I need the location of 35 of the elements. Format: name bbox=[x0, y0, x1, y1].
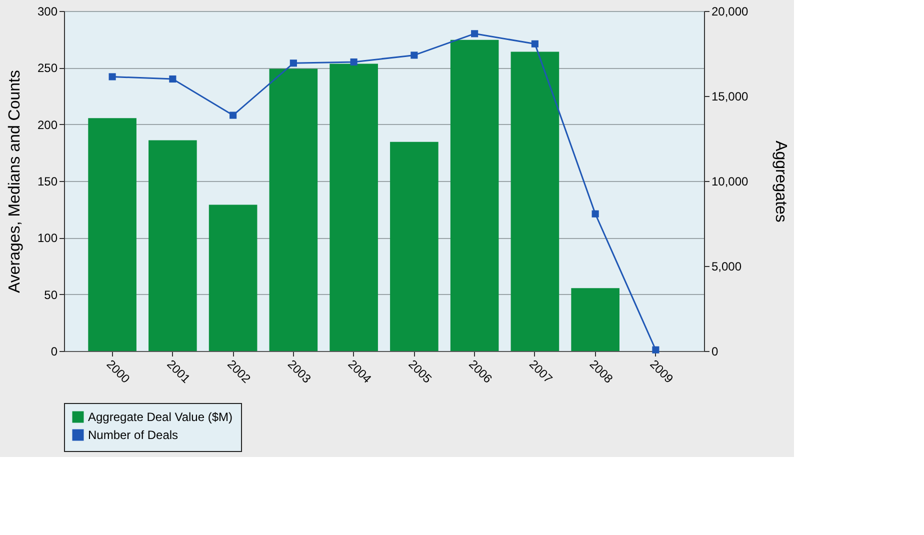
point bbox=[230, 112, 237, 119]
point bbox=[410, 52, 418, 59]
y2-axis-title: Aggregates bbox=[772, 140, 790, 222]
bar bbox=[510, 52, 560, 351]
bar bbox=[450, 40, 499, 351]
y2-tick-label: 5,000 bbox=[712, 260, 742, 274]
y2-tick-label: 0 bbox=[712, 344, 718, 358]
y-axis-title: Averages, Medians and Counts bbox=[6, 70, 24, 293]
y-tick-label: 50 bbox=[44, 288, 58, 302]
y2-tick-label: 10,000 bbox=[712, 174, 749, 188]
point bbox=[290, 60, 297, 67]
legend-label: Aggregate Deal Value ($M) bbox=[88, 410, 233, 424]
bar bbox=[330, 64, 378, 351]
point bbox=[169, 75, 176, 83]
point bbox=[652, 346, 660, 354]
bar bbox=[390, 142, 438, 351]
bar bbox=[571, 288, 620, 351]
y-tick-label: 200 bbox=[37, 118, 58, 132]
y-tick-label: 300 bbox=[37, 4, 58, 18]
point bbox=[592, 210, 599, 218]
point bbox=[471, 30, 478, 38]
bar bbox=[208, 204, 258, 351]
legend-label: Number of Deals bbox=[88, 428, 178, 442]
y-tick-label: 250 bbox=[37, 61, 58, 76]
bar bbox=[88, 118, 136, 351]
point bbox=[531, 40, 538, 48]
bar bbox=[148, 140, 197, 351]
bar bbox=[269, 68, 318, 351]
point bbox=[350, 58, 358, 66]
y2-tick-label: 20,000 bbox=[712, 4, 749, 18]
y-tick-label: 150 bbox=[37, 174, 58, 188]
y-tick-label: 100 bbox=[37, 231, 58, 246]
point bbox=[108, 73, 116, 80]
y2-tick-label: 15,000 bbox=[712, 90, 749, 104]
y-tick-label: 0 bbox=[50, 344, 58, 358]
